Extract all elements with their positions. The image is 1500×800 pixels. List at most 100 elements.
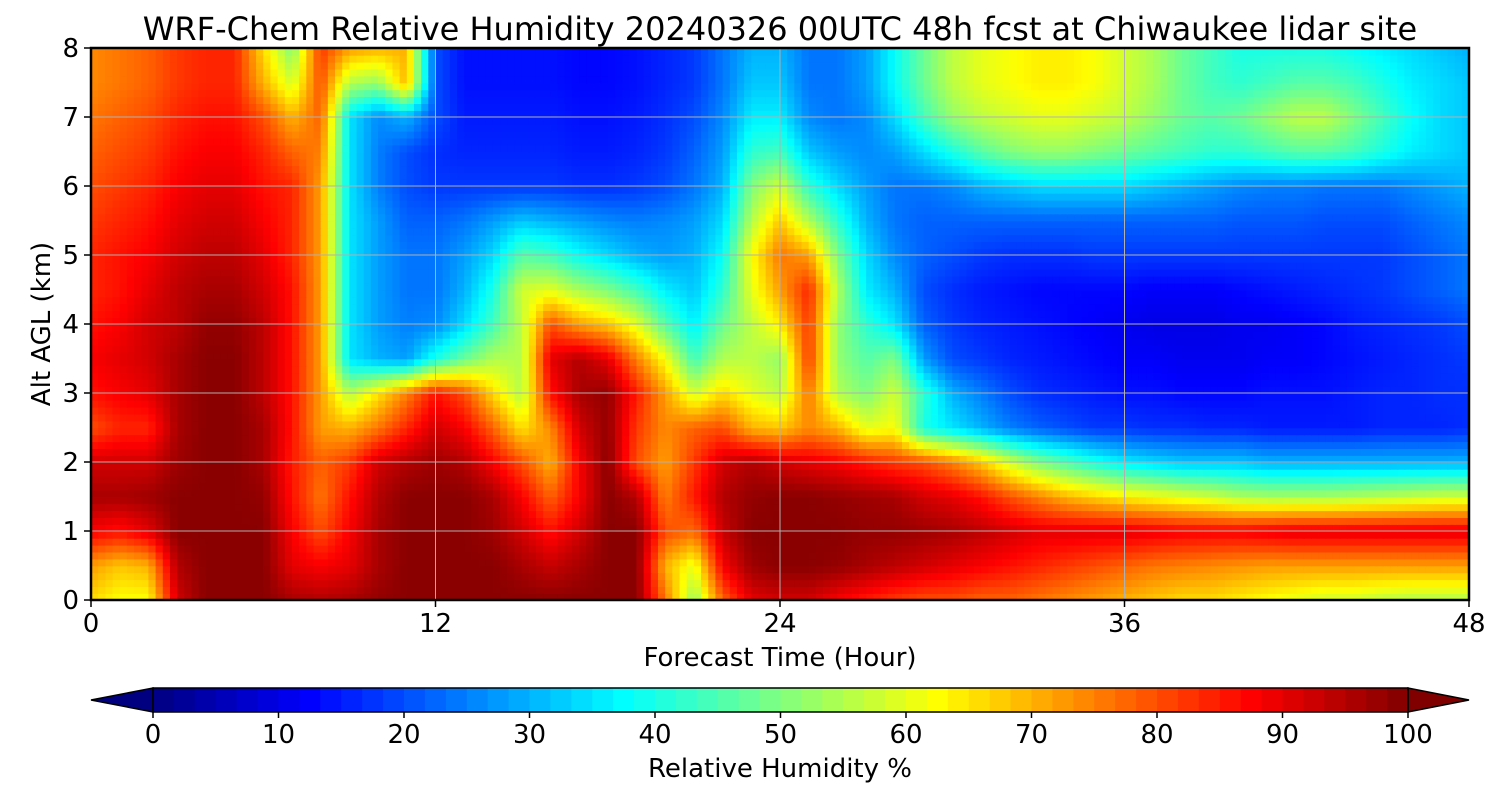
heatmap-cell	[1303, 489, 1312, 498]
heatmap-cell	[1425, 572, 1434, 581]
heatmap-cell	[614, 579, 623, 587]
heatmap-cell	[550, 468, 559, 477]
heatmap-cell	[622, 482, 631, 491]
heatmap-cell	[772, 427, 781, 436]
heatmap-cell	[191, 427, 200, 436]
heatmap-cell	[600, 593, 609, 600]
heatmap-cell	[327, 593, 336, 600]
heatmap-cell	[780, 593, 788, 600]
heatmap-cell	[988, 593, 997, 600]
heatmap-cell	[772, 531, 781, 539]
heatmap-cell	[622, 558, 631, 567]
heatmap-cell	[1382, 475, 1391, 484]
heatmap-cell	[392, 572, 401, 581]
heatmap-cell	[256, 503, 265, 512]
heatmap-cell	[686, 503, 695, 512]
heatmap-cell	[1361, 427, 1370, 436]
heatmap-cell	[823, 503, 832, 512]
heatmap-cell	[880, 462, 889, 470]
heatmap-cell	[306, 482, 315, 491]
heatmap-cell	[1461, 572, 1469, 581]
heatmap-cell	[1433, 468, 1442, 477]
heatmap-cell	[995, 455, 1004, 463]
heatmap-cell	[729, 462, 738, 470]
heatmap-cell	[614, 462, 623, 470]
heatmap-cell	[851, 489, 860, 498]
heatmap-cell	[593, 579, 602, 587]
heatmap-cell	[973, 427, 982, 436]
heatmap-cell	[105, 579, 114, 587]
heatmap-cell	[1074, 537, 1083, 546]
heatmap-cell	[227, 551, 236, 560]
heatmap-cell	[1088, 496, 1097, 505]
heatmap-cell	[1002, 579, 1011, 587]
heatmap-cell	[1009, 448, 1018, 456]
heatmap-cell	[930, 579, 939, 587]
heatmap-cell	[916, 434, 925, 443]
heatmap-cell	[277, 517, 286, 525]
heatmap-cell	[1174, 448, 1183, 456]
heatmap-cell	[1361, 475, 1370, 484]
heatmap-cell	[909, 434, 918, 443]
heatmap-cell	[1361, 510, 1370, 518]
heatmap-cell	[1303, 427, 1312, 436]
heatmap-cell	[1016, 517, 1025, 525]
heatmap-cell	[851, 434, 860, 443]
heatmap-cell	[1224, 427, 1233, 436]
heatmap-cell	[815, 579, 824, 587]
heatmap-cell	[1433, 434, 1442, 443]
heatmap-cell	[808, 489, 817, 498]
heatmap-cell	[1016, 496, 1025, 505]
heatmap-cell	[614, 593, 623, 600]
heatmap-cell	[1081, 496, 1090, 505]
heatmap-cell	[1067, 427, 1076, 436]
heatmap-cell	[177, 517, 186, 525]
heatmap-cell	[1232, 489, 1241, 498]
heatmap-cell	[916, 468, 925, 477]
heatmap-cell	[406, 510, 415, 518]
heatmap-cell	[1425, 462, 1434, 470]
heatmap-cell	[198, 468, 207, 477]
heatmap-cell	[672, 510, 681, 518]
heatmap-cell	[528, 517, 537, 525]
heatmap-cell	[614, 572, 623, 581]
heatmap-cell	[213, 586, 221, 594]
heatmap-cell	[794, 524, 803, 532]
heatmap-cell	[887, 517, 896, 525]
heatmap-cell	[327, 482, 336, 491]
heatmap-cell	[1052, 496, 1061, 505]
heatmap-cell	[1074, 586, 1083, 594]
heatmap-cell	[988, 455, 997, 463]
heatmap-cell	[1260, 427, 1269, 436]
heatmap-cell	[1332, 496, 1341, 505]
heatmap-cell	[1031, 448, 1040, 456]
heatmap-cell	[177, 537, 186, 546]
heatmap-cell	[1354, 462, 1363, 470]
heatmap-cell	[1425, 586, 1434, 594]
heatmap-cell	[428, 420, 437, 429]
heatmap-cell	[1339, 531, 1348, 539]
heatmap-cell	[134, 537, 143, 546]
heatmap-cell	[622, 524, 631, 532]
heatmap-cell	[629, 572, 638, 581]
heatmap-cell	[650, 579, 659, 587]
heatmap-cell	[988, 537, 997, 546]
heatmap-cell	[320, 593, 329, 600]
heatmap-cell	[385, 579, 394, 587]
heatmap-cell	[263, 489, 272, 498]
heatmap-cell	[672, 551, 681, 560]
heatmap-cell	[535, 482, 544, 491]
heatmap-cell	[873, 510, 882, 518]
heatmap-cell	[614, 420, 623, 429]
heatmap-cell	[1203, 462, 1212, 470]
heatmap-cell	[787, 510, 796, 518]
heatmap-cell	[1067, 489, 1076, 498]
heatmap-cell	[1052, 565, 1061, 574]
heatmap-cell	[442, 441, 451, 449]
heatmap-cell	[679, 482, 688, 491]
heatmap-cell	[263, 427, 272, 436]
heatmap-cell	[629, 579, 638, 587]
heatmap-cell	[844, 551, 853, 560]
heatmap-cell	[851, 455, 860, 463]
heatmap-cell	[1074, 593, 1083, 600]
